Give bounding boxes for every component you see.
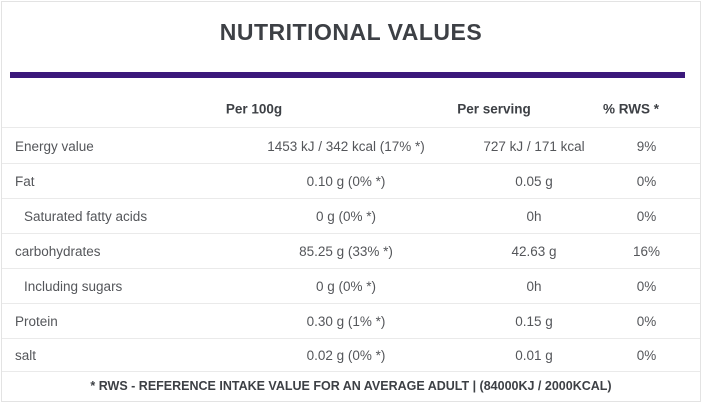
page-title: NUTRITIONAL VALUES <box>219 19 483 45</box>
table-row: Protein 0.30 g (1% *) 0.15 g 0% <box>2 304 700 339</box>
cell-per-serving: 727 kJ / 171 kcal <box>483 138 585 154</box>
cell-per-serving: 42.63 g <box>511 243 557 259</box>
cell-rws: 0% <box>636 313 657 329</box>
row-label: Including sugars <box>24 278 123 294</box>
column-header-rws: % RWS * <box>602 101 660 117</box>
table-row: Including sugars 0 g (0% *) 0h 0% <box>2 269 700 304</box>
cell-rws: 9% <box>636 138 657 154</box>
cell-per-100g: 1453 kJ / 342 kcal (17% *) <box>267 138 425 154</box>
table-row: Saturated fatty acids 0 g (0% *) 0h 0% <box>2 199 700 234</box>
cell-rws: 16% <box>632 243 661 259</box>
row-label: Protein <box>15 313 58 329</box>
cell-rws: 0% <box>636 278 657 294</box>
table-row: Energy value 1453 kJ / 342 kcal (17% *) … <box>2 129 700 164</box>
cell-per-100g: 0.30 g (1% *) <box>306 313 386 329</box>
column-header-per-serving: Per serving <box>457 101 531 117</box>
table-row: Fat 0.10 g (0% *) 0.05 g 0% <box>2 164 700 199</box>
cell-per-serving: 0.15 g <box>515 313 553 329</box>
cell-rws: 0% <box>636 173 657 189</box>
table-header-row: Per 100g Per serving % RWS * <box>2 91 700 128</box>
table-row: salt 0.02 g (0% *) 0.01 g 0% <box>2 339 700 372</box>
table-body: Energy value 1453 kJ / 342 kcal (17% *) … <box>2 129 700 372</box>
cell-rws: 0% <box>636 347 657 363</box>
cell-per-serving: 0.01 g <box>515 347 553 363</box>
row-label: carbohydrates <box>15 243 101 259</box>
cell-per-100g: 0.02 g (0% *) <box>306 347 386 363</box>
cell-per-100g: 0 g (0% *) <box>315 208 377 224</box>
cell-per-serving: 0h <box>526 278 542 294</box>
row-label: Energy value <box>15 138 94 154</box>
row-label: Saturated fatty acids <box>24 208 148 224</box>
cell-rws: 0% <box>636 208 657 224</box>
table-row: carbohydrates 85.25 g (33% *) 42.63 g 16… <box>2 234 700 269</box>
cell-per-serving: 0.05 g <box>515 173 553 189</box>
cell-per-100g: 0.10 g (0% *) <box>306 173 386 189</box>
row-label: salt <box>15 347 37 363</box>
cell-per-serving: 0h <box>526 208 542 224</box>
cell-per-100g: 0 g (0% *) <box>315 278 377 294</box>
title-divider <box>10 72 685 78</box>
rws-footnote: * RWS - REFERENCE INTAKE VALUE FOR AN AV… <box>90 379 612 393</box>
column-header-per-100g: Per 100g <box>225 101 283 117</box>
row-label: Fat <box>15 173 35 189</box>
cell-per-100g: 85.25 g (33% *) <box>299 243 393 259</box>
